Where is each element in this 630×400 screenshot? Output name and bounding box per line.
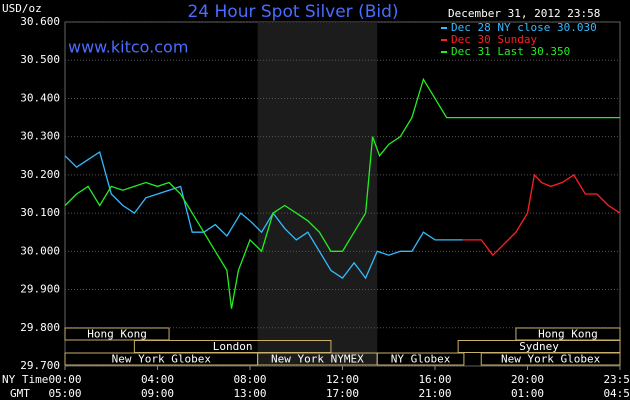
x-axis-label: NY Time (2, 373, 48, 386)
series-line (64, 77, 620, 309)
x2-tick-label: 05:00 (48, 387, 81, 400)
shaded-session (257, 22, 378, 366)
y-tick-label: 30.100 (20, 206, 60, 219)
session-bar (64, 327, 170, 341)
x-tick-label: 23:59 (603, 373, 630, 386)
x-tick-label: 12:00 (326, 373, 359, 386)
x2-tick-label: 21:00 (418, 387, 451, 400)
y-tick-label: 29.800 (20, 321, 60, 334)
timestamp: December 31, 2012 23:58 (448, 7, 600, 20)
x2-tick-label: 09:00 (141, 387, 174, 400)
x-tick-label: 20:00 (511, 373, 544, 386)
y-tick-label: 30.500 (20, 53, 60, 66)
session-label: Sydney (519, 340, 559, 353)
x2-tick-label: 01:00 (511, 387, 544, 400)
session-label: London (213, 340, 253, 353)
legend-label: Dec 28 NY close 30.030 (451, 21, 597, 34)
series-line (462, 173, 621, 257)
legend-label: Dec 30 Sunday (451, 33, 537, 46)
session-label: New York Globex (112, 353, 212, 366)
y-tick-label: 29.700 (20, 359, 60, 372)
x-tick-label: 04:00 (141, 373, 174, 386)
x2-tick-label: 17:00 (326, 387, 359, 400)
y-tick-label: 30.600 (20, 15, 60, 28)
y-unit: USD/oz (2, 2, 42, 15)
y-tick-label: 30.300 (20, 130, 60, 143)
y-tick-label: 30.000 (20, 244, 60, 257)
session-bar (480, 352, 621, 366)
x2-tick-label: 04:59 (603, 387, 630, 400)
y-tick-label: 30.400 (20, 91, 60, 104)
x-tick-label: 16:00 (418, 373, 451, 386)
session-label: Hong Kong (538, 328, 598, 341)
x2-tick-label: 13:00 (233, 387, 266, 400)
session-label: NY Globex (391, 353, 451, 366)
x2-axis-label: GMT (10, 387, 30, 400)
series-line (64, 150, 463, 280)
y-tick-label: 29.900 (20, 283, 60, 296)
chart-title: 24 Hour Spot Silver (Bid) (187, 2, 398, 22)
session-bar (376, 352, 465, 366)
site: www.kitco.com (68, 38, 188, 57)
session-label: New York NYMEX (271, 353, 364, 366)
y-tick-label: 30.200 (20, 168, 60, 181)
session-label: New York Globex (501, 353, 601, 366)
x-tick-label: 08:00 (233, 373, 266, 386)
x-tick-label: 00:00 (48, 373, 81, 386)
legend-label: Dec 31 Last 30.350 (451, 45, 570, 58)
session-label: Hong Kong (87, 328, 147, 341)
